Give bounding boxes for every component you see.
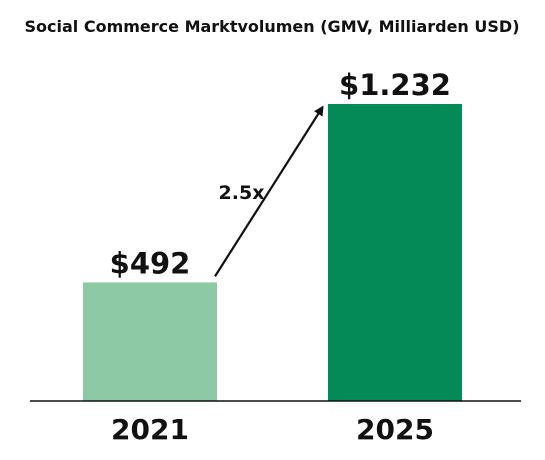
value-label-2025: $1.232 [339,68,451,102]
bar-2025 [328,104,462,401]
growth-multiplier-label: 2.5x [219,182,265,204]
value-label-2021: $492 [110,246,191,280]
growth-annotation: 2.5x [214,105,324,277]
x-axis-ticks: 2021 2025 [111,413,434,446]
x-tick-label-2025: 2025 [356,413,434,446]
bars-layer: $492 $1.232 [83,68,462,401]
x-tick-label-2021: 2021 [111,413,189,446]
chart-title: Social Commerce Marktvolumen (GMV, Milli… [25,17,520,36]
bar-2021 [83,282,217,401]
growth-arrow [214,105,324,277]
